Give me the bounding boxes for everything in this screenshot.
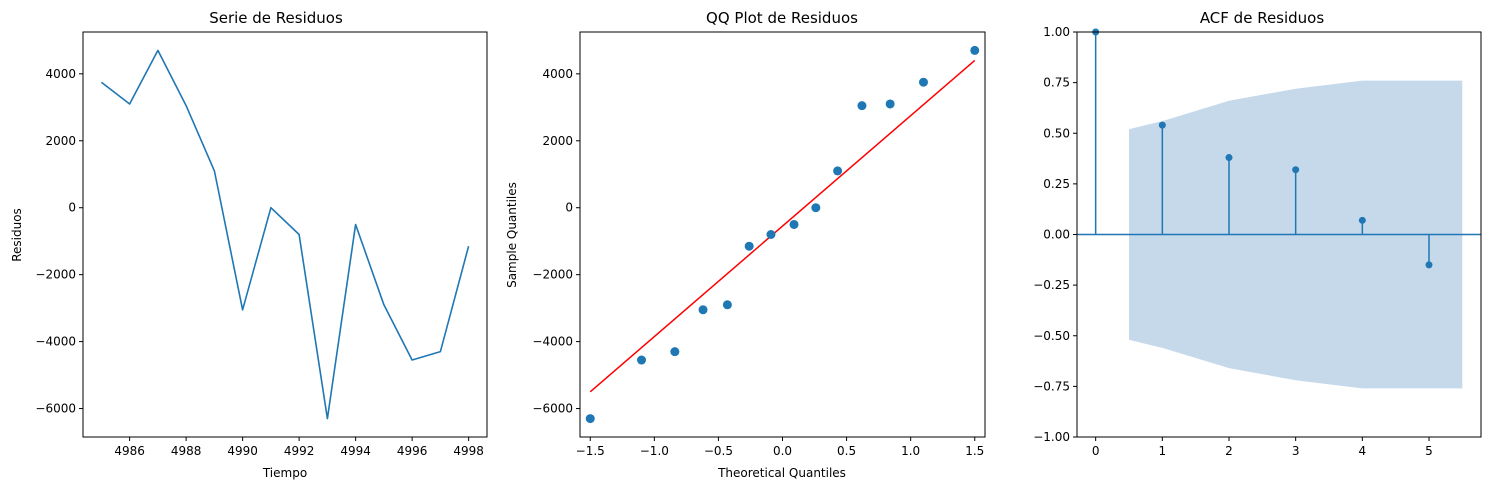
x-axis-label: Tiempo: [262, 466, 307, 480]
plot-area: [1077, 28, 1481, 389]
x-tick-label: 4996: [397, 444, 428, 458]
x-tick-label: 4998: [453, 444, 484, 458]
y-tick-label: −6000: [532, 402, 573, 416]
residual-series-line: [100, 49, 470, 420]
x-tick-label: 4986: [114, 444, 145, 458]
qq-point: [698, 305, 708, 315]
chart-title: QQ Plot de Residuos: [706, 9, 858, 27]
panel-residual-series: Serie de Residuos 4986 4988 4990 4992 4994 49…: [10, 9, 488, 480]
x-tick-label: 0.5: [837, 444, 856, 458]
y-tick-label: 4000: [542, 67, 573, 81]
x-axis-ticks: 0 1 2 3 4 5: [1092, 437, 1433, 458]
plot-area: [585, 45, 980, 424]
x-tick-label: 4988: [171, 444, 202, 458]
x-tick-label: −1.0: [640, 444, 669, 458]
y-tick-label: −0.25: [1033, 278, 1070, 292]
x-axis-label: Theoretical Quantiles: [717, 466, 846, 480]
y-axis-label: Residuos: [10, 208, 24, 262]
x-tick-label: 1: [1159, 444, 1167, 458]
acf-marker: [1425, 261, 1433, 269]
chart-title: Serie de Residuos: [209, 9, 343, 27]
panel-qq-plot: QQ Plot de Residuos −1.5 −1.0 −0.5 0.0 0.5 1.…: [505, 9, 986, 480]
x-tick-label: 4990: [227, 444, 258, 458]
x-tick-label: 1.5: [965, 444, 984, 458]
qq-point: [857, 101, 867, 111]
qq-point: [637, 355, 647, 365]
y-tick-label: −2000: [35, 268, 76, 282]
y-tick-label: 4000: [45, 67, 76, 81]
qq-point: [885, 99, 895, 109]
y-axis-ticks: −6000 −4000 −2000 0 2000 4000: [532, 67, 580, 416]
x-tick-label: 2: [1225, 444, 1233, 458]
qq-point: [670, 347, 680, 357]
x-tick-label: 0: [1092, 444, 1100, 458]
panel-acf: ACF de Residuos 0 1 2 3 4 5 −1.00 −0.75 −0.50 −0…: [1033, 9, 1482, 458]
x-tick-label: 5: [1425, 444, 1433, 458]
y-axis-label: Sample Quantiles: [505, 182, 519, 288]
y-tick-label: −4000: [532, 335, 573, 349]
y-tick-label: 1.00: [1043, 25, 1070, 39]
y-axis-ticks: −1.00 −0.75 −0.50 −0.25 0.00 0.25 0.50 0.75 1.00: [1033, 25, 1077, 444]
x-tick-label: −0.5: [704, 444, 733, 458]
qq-point: [722, 300, 732, 310]
y-tick-label: 2000: [542, 134, 573, 148]
y-tick-label: −2000: [532, 268, 573, 282]
y-tick-label: 2000: [45, 134, 76, 148]
qq-point: [585, 414, 595, 424]
chart-title: ACF de Residuos: [1200, 9, 1325, 27]
acf-marker: [1358, 216, 1366, 224]
x-tick-label: 4994: [340, 444, 371, 458]
reference-line: [589, 59, 976, 393]
acf-marker: [1225, 154, 1233, 162]
y-tick-label: 0: [565, 201, 573, 215]
qq-point: [744, 241, 754, 251]
qq-point: [789, 219, 799, 229]
x-tick-label: 1.0: [901, 444, 920, 458]
axes-frame: [82, 31, 488, 438]
y-tick-label: −0.75: [1033, 379, 1070, 393]
x-tick-label: 3: [1292, 444, 1300, 458]
y-tick-label: 0: [68, 201, 76, 215]
acf-marker: [1158, 121, 1166, 129]
axes-frame: [579, 31, 986, 438]
qq-point: [766, 230, 776, 239]
x-tick-label: 4: [1359, 444, 1367, 458]
qq-point: [970, 45, 980, 55]
y-axis-ticks: −6000 −4000 −2000 0 2000 4000: [35, 67, 83, 416]
y-tick-label: −4000: [35, 335, 76, 349]
x-tick-label: 0.0: [773, 444, 792, 458]
plot-area: [100, 49, 470, 420]
y-tick-label: 0.00: [1043, 228, 1070, 242]
x-tick-label: −1.5: [576, 444, 605, 458]
y-tick-label: 0.25: [1043, 177, 1070, 191]
acf-marker: [1292, 166, 1300, 174]
y-tick-label: −1.00: [1033, 430, 1070, 444]
x-axis-ticks: 4986 4988 4990 4992 4994 4996 4998: [114, 437, 484, 458]
y-tick-label: −6000: [35, 402, 76, 416]
qq-point: [833, 166, 843, 176]
qq-point: [811, 203, 821, 213]
y-tick-label: 0.50: [1043, 126, 1070, 140]
y-tick-label: 0.75: [1043, 76, 1070, 90]
qq-point: [918, 77, 928, 87]
x-axis-ticks: −1.5 −1.0 −0.5 0.0 0.5 1.0 1.5: [576, 437, 984, 458]
y-tick-label: −0.50: [1033, 329, 1070, 343]
x-tick-label: 4992: [284, 444, 315, 458]
